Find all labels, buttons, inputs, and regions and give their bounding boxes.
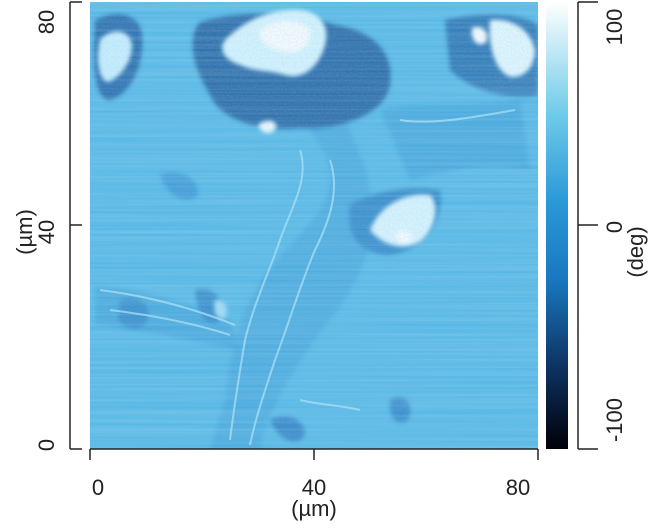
y-tick-label-80: 80 — [34, 10, 59, 34]
x-tick-label-40: 40 — [302, 475, 326, 500]
x-tick-label-80: 80 — [506, 475, 530, 500]
phase-image — [90, 2, 538, 449]
x-axis-unit: (µm) — [291, 496, 337, 521]
colorbar-unit: (deg) — [623, 226, 648, 277]
colorbar-gradient — [546, 2, 568, 449]
colorbar-tick-label-neg100: -100 — [602, 398, 627, 442]
x-tick-label-0: 0 — [92, 475, 104, 500]
colorbar: 100 0 -100 (deg) — [546, 1, 648, 450]
y-axis-unit: (µm) — [12, 209, 37, 255]
colorbar-tick-label-0: 0 — [602, 221, 627, 233]
y-tick-label-40: 40 — [34, 220, 59, 244]
scan-streaks — [90, 2, 538, 449]
y-tick-label-0: 0 — [34, 439, 59, 451]
colorbar-tick-label-100: 100 — [602, 9, 627, 46]
x-tick-labels: 0 40 80 — [92, 475, 530, 500]
axes — [69, 1, 539, 460]
y-tick-labels: 0 40 80 — [34, 10, 59, 451]
